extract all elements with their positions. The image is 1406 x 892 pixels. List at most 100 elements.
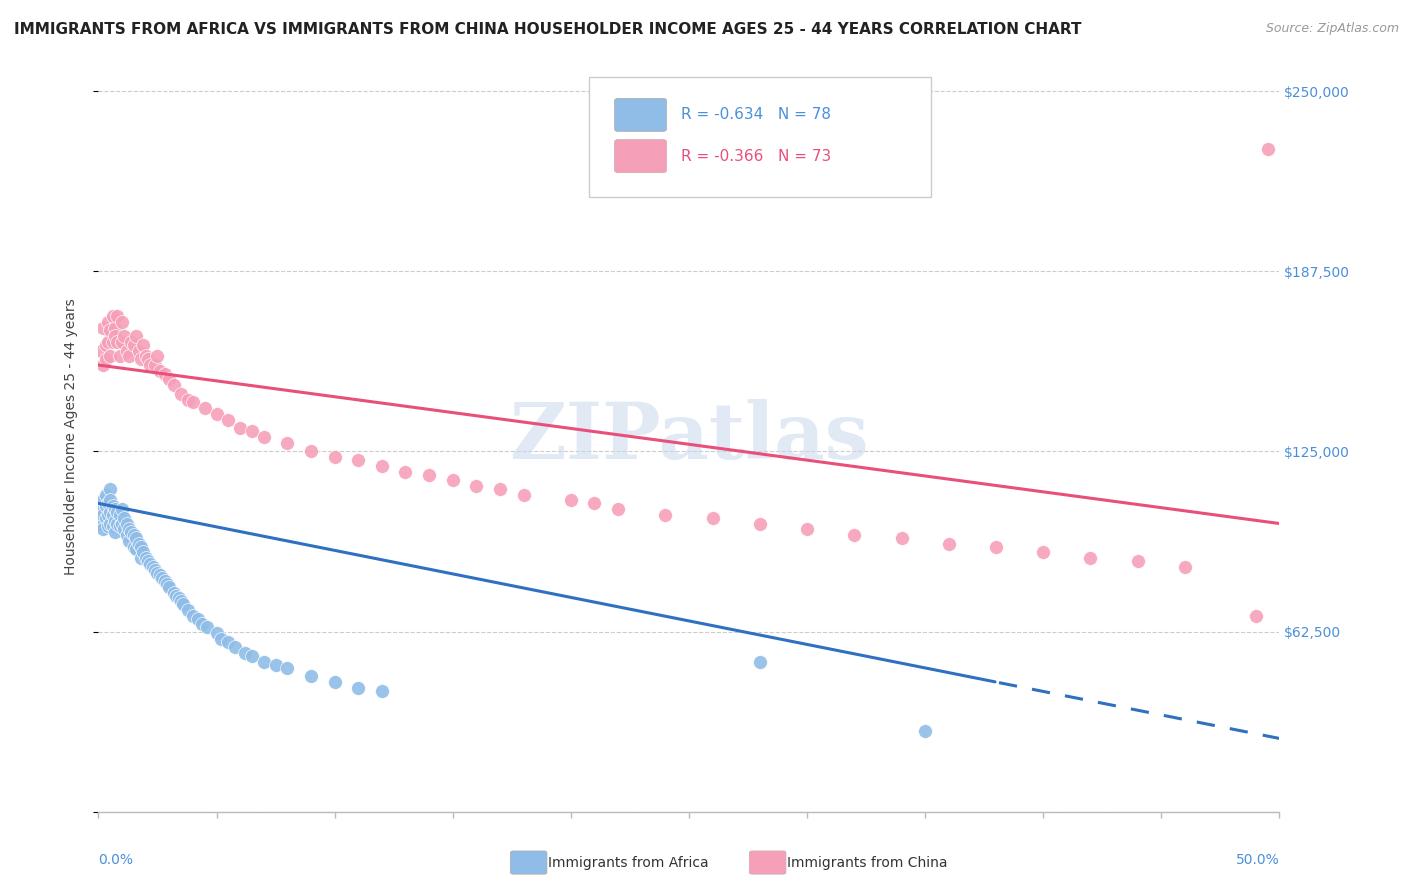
FancyBboxPatch shape [589,78,931,197]
Text: Immigrants from China: Immigrants from China [787,855,948,870]
Point [938,537,960,551]
Point [104,320,127,334]
Point [394,465,416,479]
Point [702,510,724,524]
Point [149,364,172,378]
Point [90,502,112,516]
Point [98,482,121,496]
Text: R = -0.366   N = 73: R = -0.366 N = 73 [681,149,831,163]
Text: Source: ZipAtlas.com: Source: ZipAtlas.com [1265,22,1399,36]
Point [560,493,582,508]
Point [118,533,141,548]
Point [122,528,145,542]
Text: R = -0.634   N = 78: R = -0.634 N = 78 [681,107,831,122]
Point [153,367,176,381]
Point [890,531,912,545]
Point [139,358,162,372]
Point [143,358,166,372]
FancyBboxPatch shape [614,98,666,131]
Point [105,334,128,349]
Point [165,589,187,603]
Point [94,510,117,524]
Point [98,493,121,508]
Point [796,522,818,536]
Point [170,594,193,608]
Point [984,540,1007,554]
Point [125,329,148,343]
Point [129,540,152,554]
Point [276,435,298,450]
Point [142,559,165,574]
Point [94,352,117,367]
Point [118,522,141,536]
Point [97,519,120,533]
Point [418,467,440,482]
Point [240,425,263,439]
Point [101,309,124,323]
Text: IMMIGRANTS FROM AFRICA VS IMMIGRANTS FROM CHINA HOUSEHOLDER INCOME AGES 25 - 44 : IMMIGRANTS FROM AFRICA VS IMMIGRANTS FRO… [14,22,1081,37]
Point [118,350,141,364]
Point [94,500,117,514]
Point [125,542,148,557]
Point [104,514,127,528]
Point [172,597,194,611]
Point [1174,559,1197,574]
Point [299,669,322,683]
Point [914,724,936,739]
Point [101,500,124,514]
Point [209,632,232,646]
Point [240,649,263,664]
Text: Immigrants from Africa: Immigrants from Africa [548,855,709,870]
Point [276,660,298,674]
Point [122,338,145,352]
Point [122,540,145,554]
Point [748,516,770,531]
Text: ZIPatlas: ZIPatlas [509,399,869,475]
Point [111,334,134,349]
Point [94,488,117,502]
Point [115,343,138,358]
Point [90,343,112,358]
Point [146,350,169,364]
Point [108,519,131,533]
Point [129,551,152,566]
Point [181,395,204,409]
Point [101,508,124,522]
Point [441,473,464,487]
Point [1244,608,1267,623]
Point [91,493,114,508]
Point [94,338,117,352]
Point [121,334,143,349]
Point [105,516,128,531]
Point [489,482,512,496]
Point [844,528,866,542]
Point [112,522,135,536]
Point [98,505,121,519]
Point [132,338,155,352]
Point [91,320,114,334]
Point [108,350,131,364]
Point [98,323,121,337]
Point [115,528,138,542]
Point [748,655,770,669]
Point [205,626,228,640]
Point [177,603,200,617]
Point [153,574,176,589]
Point [136,554,159,568]
Point [105,505,128,519]
Point [1032,545,1054,559]
Point [136,352,159,367]
Point [224,640,246,655]
Point [112,329,135,343]
Point [187,612,209,626]
Point [1126,554,1149,568]
Point [98,516,121,531]
Point [157,580,180,594]
Point [465,479,488,493]
Point [205,407,228,421]
Point [167,591,190,606]
Point [97,334,120,349]
Point [299,444,322,458]
Point [253,655,276,669]
Point [170,387,193,401]
